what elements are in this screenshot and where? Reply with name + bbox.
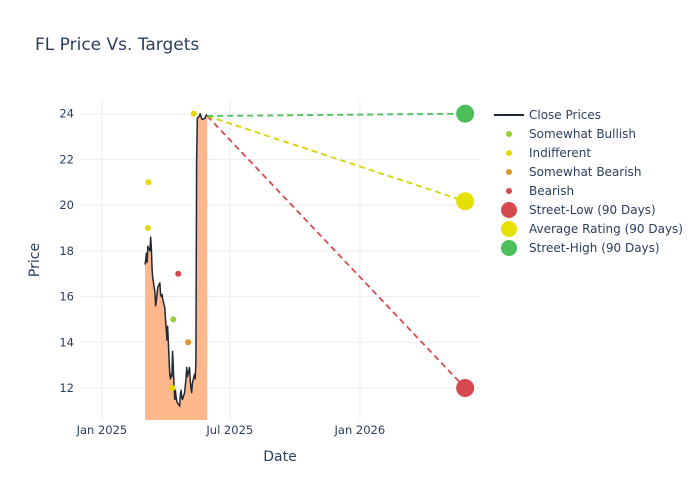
y-tick-label: 22 (59, 152, 74, 166)
y-tick-label: 20 (59, 198, 74, 212)
legend-swatch (501, 240, 517, 256)
x-tick-label: Jul 2025 (205, 423, 253, 437)
grid (80, 100, 480, 420)
y-tick-label: 18 (59, 244, 74, 258)
legend-label: Street-Low (90 Days) (529, 203, 656, 217)
legend-label: Street-High (90 Days) (529, 241, 660, 255)
legend-swatch (506, 169, 512, 175)
chart-title: FL Price Vs. Targets (35, 35, 199, 55)
legend-label: Somewhat Bearish (529, 165, 641, 179)
x-tick-label: Jan 2026 (334, 423, 386, 437)
legend-label: Bearish (529, 184, 574, 198)
y-tick-label: 16 (59, 290, 74, 304)
close-price-area (145, 113, 208, 420)
legend-label: Average Rating (90 Days) (529, 222, 683, 236)
y-tick-label: 24 (59, 107, 74, 121)
legend-label: Indifferent (529, 146, 591, 160)
target-point (456, 379, 475, 397)
rating-point (175, 270, 182, 277)
legend-swatch (506, 131, 512, 137)
rating-point (145, 179, 152, 186)
legend: Close Prices Somewhat Bullish Indifferent S… (494, 108, 683, 256)
close-price-line (144, 112, 208, 408)
legend-swatch (506, 150, 512, 156)
target-line (207, 112, 466, 117)
legend-swatch (501, 202, 517, 218)
plot-area (144, 104, 475, 420)
rating-point (185, 339, 192, 346)
rating-point (169, 385, 176, 391)
y-axis-title: Price (27, 243, 43, 277)
rating-point (144, 225, 151, 231)
target-point (456, 104, 475, 123)
axis-ticks: 12 14 16 18 20 22 24 Jan 2025 Jul 2025 Jan 2026 (59, 107, 385, 437)
target-line (206, 115, 466, 203)
x-axis-title: Date (263, 449, 296, 465)
rating-point (190, 110, 197, 117)
target-point (456, 192, 475, 211)
legend-label: Close Prices (529, 108, 601, 122)
y-tick-label: 14 (59, 335, 74, 349)
target-line (206, 115, 466, 389)
legend-swatch (506, 188, 512, 194)
legend-swatch (501, 221, 517, 237)
y-tick-label: 12 (59, 381, 74, 395)
rating-point (170, 316, 177, 323)
legend-label: Somewhat Bullish (529, 127, 636, 141)
x-tick-label: Jan 2025 (76, 423, 128, 437)
